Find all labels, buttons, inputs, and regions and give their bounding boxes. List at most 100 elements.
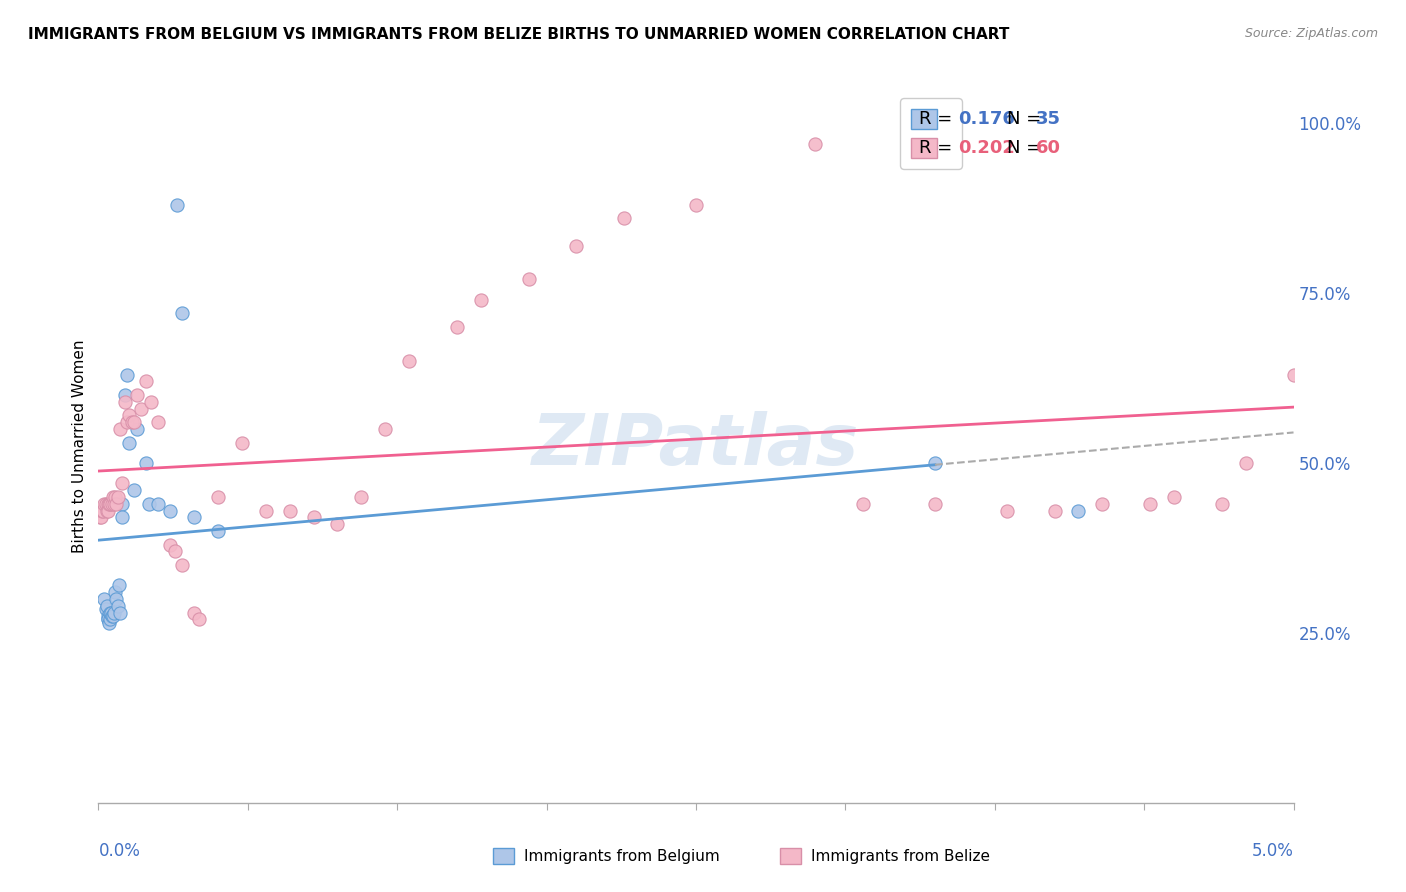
Point	[100, 608, 122, 623]
Point	[103, 497, 125, 511]
Point	[135, 456, 157, 470]
Point	[101, 490, 124, 504]
Point	[105, 497, 128, 511]
Text: 5.0%: 5.0%	[1251, 842, 1294, 860]
Text: 0.202: 0.202	[959, 138, 1015, 157]
Point	[105, 591, 128, 606]
Point	[187, 612, 209, 626]
Point	[100, 606, 122, 620]
Point	[685, 198, 707, 212]
Point	[111, 497, 134, 511]
Point	[89, 510, 111, 524]
Point	[91, 503, 114, 517]
Point	[1234, 456, 1257, 470]
Point	[517, 272, 540, 286]
Point	[1139, 497, 1161, 511]
Point	[96, 599, 118, 613]
Point	[108, 606, 131, 620]
Point	[183, 510, 205, 524]
Point	[107, 490, 129, 504]
Point	[114, 388, 136, 402]
Point	[172, 558, 194, 572]
Point	[852, 497, 875, 511]
Point	[350, 490, 373, 504]
Point	[94, 497, 117, 511]
Point	[100, 606, 122, 620]
Text: 60: 60	[1036, 138, 1060, 157]
Point	[97, 612, 120, 626]
Point	[111, 510, 134, 524]
Point	[172, 306, 194, 320]
Point	[98, 615, 121, 630]
Point	[104, 490, 127, 504]
Point	[118, 435, 141, 450]
Point	[148, 497, 170, 511]
Point	[100, 612, 122, 626]
Point	[1091, 497, 1114, 511]
Point	[107, 578, 129, 592]
Point	[924, 497, 946, 511]
Point	[139, 394, 162, 409]
Point	[613, 211, 636, 226]
Text: R =: R =	[920, 111, 957, 128]
Point	[115, 368, 138, 382]
Point	[111, 476, 134, 491]
Point	[104, 585, 127, 599]
Point	[1163, 490, 1185, 504]
Point	[166, 198, 188, 212]
Point	[302, 510, 325, 524]
Point	[125, 388, 148, 402]
Point	[995, 503, 1018, 517]
Point	[97, 608, 120, 623]
Point	[118, 409, 141, 423]
Point	[163, 544, 186, 558]
Point	[231, 435, 253, 450]
Point	[138, 497, 160, 511]
Point	[100, 497, 122, 511]
Point	[135, 375, 157, 389]
Point	[124, 415, 146, 429]
Text: Source: ZipAtlas.com: Source: ZipAtlas.com	[1244, 27, 1378, 40]
Point	[1043, 503, 1066, 517]
Point	[278, 503, 301, 517]
Point	[91, 503, 114, 517]
Point	[100, 497, 122, 511]
Point	[254, 503, 277, 517]
Text: R =: R =	[920, 138, 957, 157]
FancyBboxPatch shape	[494, 848, 515, 864]
Point	[804, 136, 827, 151]
Point	[207, 490, 229, 504]
Point	[159, 537, 181, 551]
Point	[94, 602, 117, 616]
Point	[125, 422, 148, 436]
Text: ZIPatlas: ZIPatlas	[533, 411, 859, 481]
Point	[97, 503, 120, 517]
Point	[108, 422, 131, 436]
Point	[183, 606, 205, 620]
Text: Immigrants from Belgium: Immigrants from Belgium	[524, 849, 720, 863]
Point	[1282, 368, 1305, 382]
FancyBboxPatch shape	[779, 848, 801, 864]
Point	[114, 394, 136, 409]
Point	[924, 456, 946, 470]
Point	[101, 608, 124, 623]
Y-axis label: Births to Unmarried Women: Births to Unmarried Women	[72, 339, 87, 553]
Point	[124, 483, 146, 498]
Text: 0.176: 0.176	[959, 111, 1015, 128]
Point	[159, 503, 181, 517]
Point	[107, 599, 129, 613]
Point	[96, 503, 118, 517]
Point	[103, 606, 125, 620]
Point	[121, 415, 143, 429]
Point	[115, 415, 138, 429]
Point	[326, 517, 349, 532]
Text: N =: N =	[1008, 111, 1047, 128]
Point	[565, 238, 588, 252]
Point	[446, 320, 468, 334]
Point	[398, 354, 420, 368]
Text: N =: N =	[1008, 138, 1047, 157]
Point	[93, 591, 115, 606]
Legend: , : ,	[900, 98, 962, 169]
Point	[131, 401, 153, 416]
Point	[1067, 503, 1090, 517]
